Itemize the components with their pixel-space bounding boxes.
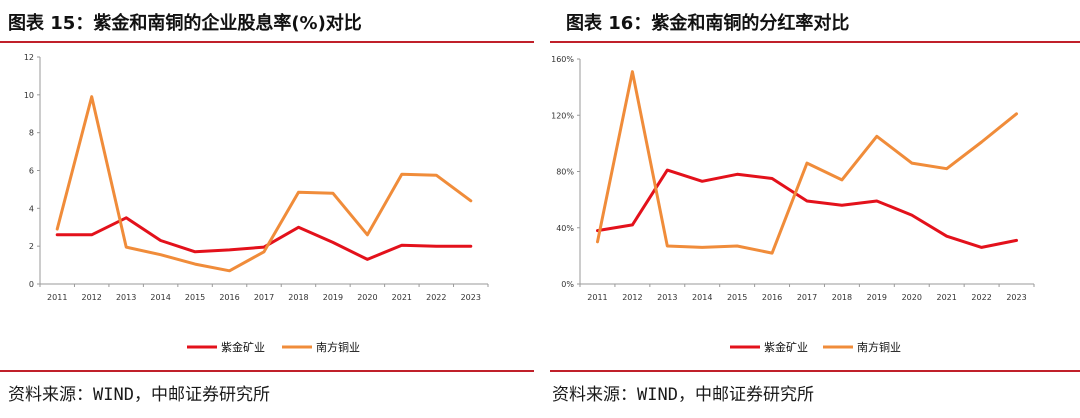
x-tick-label: 2016 [762, 293, 782, 302]
y-tick-label: 0 [29, 280, 34, 289]
chart-title: 图表 16：紫金和南铜的分红率对比 [566, 13, 850, 34]
x-tick-label: 2020 [902, 293, 922, 302]
x-tick-label: 2019 [867, 293, 887, 302]
legend-label: 紫金矿业 [764, 340, 808, 354]
y-tick-label: 10 [24, 91, 34, 100]
legend-label: 南方铜业 [316, 340, 360, 354]
y-tick-label: 160% [551, 55, 574, 64]
x-tick-label: 2015 [185, 293, 205, 302]
x-tick-label: 2012 [82, 293, 102, 302]
y-tick-label: 12 [24, 53, 34, 62]
x-tick-label: 2023 [461, 293, 481, 302]
x-tick-label: 2015 [727, 293, 747, 302]
top-divider [550, 41, 1080, 43]
x-tick-label: 2019 [323, 293, 343, 302]
x-tick-label: 2014 [150, 293, 170, 302]
x-tick-label: 2011 [47, 293, 67, 302]
y-tick-label: 2 [29, 242, 34, 251]
x-tick-label: 2018 [288, 293, 308, 302]
x-tick-label: 2018 [832, 293, 852, 302]
source-note: 资料来源：WIND，中邮证券研究所 [552, 385, 814, 405]
x-tick-label: 2021 [937, 293, 957, 302]
chart-panel-payout-ratio: 图表 16：紫金和南铜的分红率对比 0% 40% 80% 120% 160% 2011 20… [540, 0, 1080, 418]
y-tick-label: 4 [29, 204, 34, 213]
bottom-divider [550, 370, 1080, 372]
dividend-yield-line-chart: 0 2 4 6 8 10 12 2011 2012 2013 2014 2015 2016 2017 201… [24, 53, 489, 354]
x-tick-label: 2011 [587, 293, 607, 302]
x-tick-label: 2021 [392, 293, 412, 302]
y-tick-label: 6 [29, 167, 34, 176]
x-tick-label: 2013 [657, 293, 677, 302]
x-tick-label: 2013 [116, 293, 136, 302]
x-tick-label: 2022 [426, 293, 446, 302]
y-tick-label: 120% [551, 111, 574, 120]
x-tick-label: 2023 [1006, 293, 1026, 302]
series-line-zijin [596, 168, 1018, 249]
y-tick-label: 40% [556, 224, 574, 233]
x-tick-label: 2022 [971, 293, 991, 302]
payout-ratio-line-chart: 0% 40% 80% 120% 160% 2011 2012 2013 2014 2015 2016… [551, 55, 1035, 354]
x-tick-label: 2017 [797, 293, 817, 302]
x-tick-label: 2020 [357, 293, 377, 302]
x-tick-label: 2017 [254, 293, 274, 302]
x-tick-label: 2014 [692, 293, 712, 302]
legend-label: 南方铜业 [857, 340, 901, 354]
x-tick-label: 2012 [622, 293, 642, 302]
source-note: 资料来源：WIND，中邮证券研究所 [8, 385, 270, 405]
y-tick-label: 0% [561, 280, 574, 289]
y-tick-label: 8 [29, 129, 34, 138]
x-tick-label: 2016 [219, 293, 239, 302]
legend-label: 紫金矿业 [221, 340, 265, 354]
series-line-southern-copper [55, 95, 473, 273]
top-divider [0, 41, 534, 43]
series-line-southern-copper [596, 70, 1018, 255]
y-tick-label: 80% [556, 168, 574, 177]
chart-panel-dividend-yield: 图表 15：紫金和南铜的企业股息率(%)对比 0 2 4 6 8 10 12 2011 2012… [0, 13, 534, 405]
bottom-divider [0, 370, 534, 372]
series-line-zijin [55, 216, 473, 261]
chart-title: 图表 15：紫金和南铜的企业股息率(%)对比 [8, 13, 362, 34]
